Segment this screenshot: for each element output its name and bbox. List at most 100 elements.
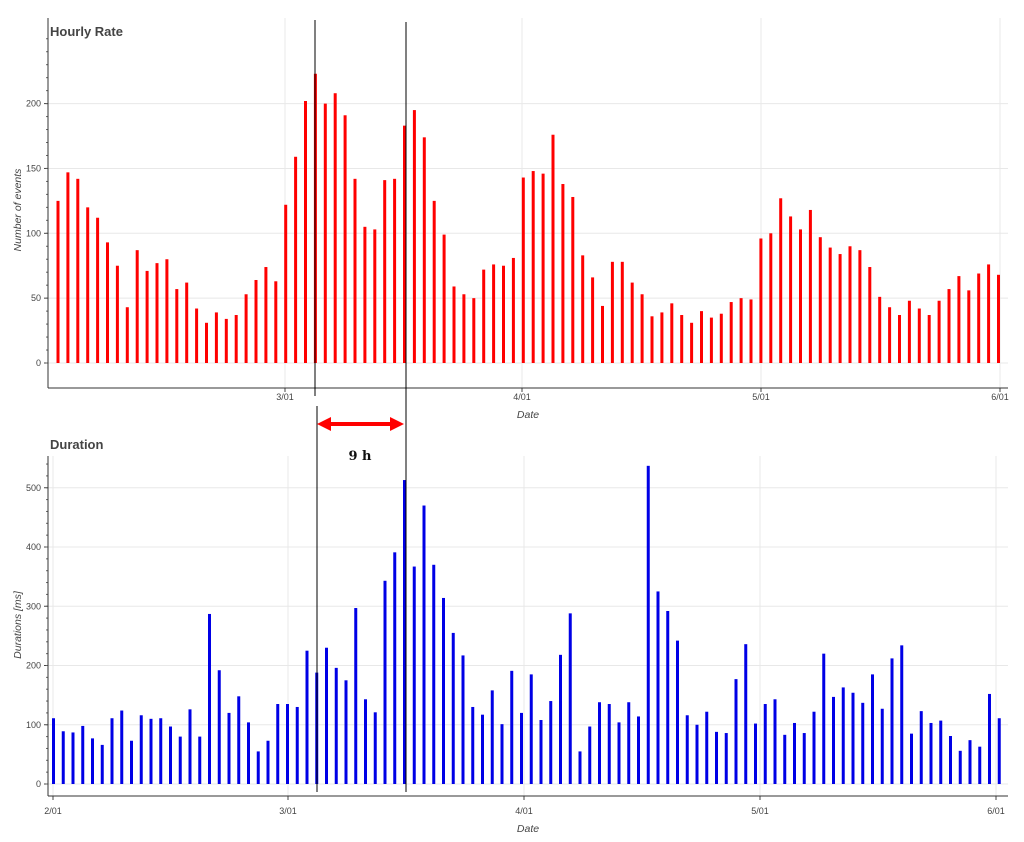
duration-bar bbox=[393, 552, 397, 784]
hourly-rate-bar bbox=[155, 263, 159, 363]
hourly-rate-ytick-label: 100 bbox=[26, 228, 41, 238]
duration-chart: Duration 0 100 200 300 400 500 2/01 3/01 4/01 5/0… bbox=[12, 437, 1008, 835]
duration-bar bbox=[968, 740, 972, 784]
duration-bar bbox=[422, 505, 426, 784]
hourly-rate-bar bbox=[165, 259, 169, 363]
hourly-rate-bar bbox=[244, 294, 248, 363]
duration-bar bbox=[403, 480, 406, 784]
hourly-rate-bar bbox=[274, 281, 278, 363]
duration-bar bbox=[383, 580, 387, 784]
duration-bar bbox=[997, 718, 1001, 784]
duration-bar bbox=[958, 750, 962, 784]
hourly-rate-bar bbox=[868, 267, 872, 363]
hourly-rate-bar bbox=[264, 267, 268, 363]
duration-bar bbox=[188, 709, 192, 784]
hourly-rate-bar bbox=[56, 200, 60, 363]
duration-bar bbox=[793, 722, 796, 784]
hourly-rate-bar bbox=[393, 178, 397, 363]
hourly-rate-bar bbox=[502, 265, 505, 363]
annotation-arrow-left-head bbox=[317, 417, 331, 431]
duration-bar bbox=[783, 734, 787, 784]
duration-bar bbox=[276, 704, 280, 784]
duration-bar bbox=[578, 751, 582, 784]
hourly-rate-bar bbox=[927, 315, 931, 363]
duration-bar bbox=[588, 726, 592, 784]
duration-bar bbox=[247, 722, 250, 784]
duration-grid bbox=[48, 456, 1008, 796]
hourly-rate-bar bbox=[452, 286, 456, 363]
hourly-rate-ytick-label: 150 bbox=[26, 163, 41, 173]
hourly-rate-bar bbox=[442, 234, 446, 363]
hourly-rate-bar bbox=[284, 204, 288, 363]
hourly-rate-bar bbox=[343, 115, 347, 363]
hourly-rate-bar bbox=[660, 312, 664, 363]
hourly-rate-bar bbox=[739, 298, 743, 363]
duration-bar bbox=[159, 718, 163, 784]
interval-annotation: 9 h bbox=[314, 20, 407, 792]
hourly-rate-axes: 0 50 100 150 200 3/01 4/01 5/01 6/01 bbox=[26, 18, 1009, 402]
annotation-label: 9 h bbox=[348, 449, 372, 464]
hourly-rate-bar bbox=[977, 273, 981, 363]
duration-bar bbox=[91, 738, 94, 784]
duration-bar bbox=[890, 658, 894, 784]
duration-bar bbox=[637, 716, 640, 784]
hourly-rate-title: Hourly Rate bbox=[50, 24, 123, 39]
hourly-rate-bar bbox=[383, 180, 387, 363]
duration-bar bbox=[130, 740, 133, 784]
duration-bar bbox=[880, 708, 884, 784]
duration-bar bbox=[178, 736, 182, 784]
hourly-rate-bar bbox=[610, 261, 614, 363]
duration-axes: 0 100 200 300 400 500 2/01 3/01 4/01 5/01 6/01 bbox=[26, 456, 1008, 816]
duration-ytick-label: 100 bbox=[26, 720, 41, 730]
duration-bar bbox=[929, 722, 933, 784]
duration-bar bbox=[139, 715, 143, 784]
hourly-rate-bar bbox=[591, 277, 595, 363]
hourly-rate-xtick-label: 6/01 bbox=[991, 392, 1009, 402]
hourly-rate-bar bbox=[808, 209, 812, 363]
duration-bars bbox=[52, 465, 1001, 784]
duration-bar bbox=[432, 564, 436, 784]
duration-bar bbox=[120, 710, 124, 784]
hourly-rate-chart: Hourly Rate 0 50 100 150 200 3/01 4/01 5/01 6/01… bbox=[12, 18, 1009, 421]
hourly-rate-bar bbox=[492, 264, 496, 363]
duration-bar bbox=[510, 670, 514, 784]
duration-bar bbox=[559, 654, 562, 784]
duration-bar bbox=[529, 674, 533, 784]
duration-bar bbox=[676, 640, 679, 784]
hourly-rate-bar bbox=[789, 216, 793, 363]
hourly-rate-bar bbox=[947, 289, 951, 363]
duration-bar bbox=[949, 736, 952, 784]
duration-bar bbox=[295, 706, 299, 784]
hourly-rate-bar bbox=[858, 250, 862, 363]
duration-bar bbox=[461, 655, 465, 784]
hourly-rate-bar bbox=[66, 172, 70, 363]
duration-bar bbox=[919, 711, 923, 784]
duration-bar bbox=[539, 720, 543, 784]
duration-bar bbox=[851, 692, 855, 784]
duration-ytick-label: 300 bbox=[26, 601, 41, 611]
duration-bar bbox=[646, 465, 650, 784]
hourly-rate-ytick-label: 200 bbox=[26, 99, 41, 109]
hourly-rate-bar bbox=[432, 200, 436, 363]
hourly-rate-bar bbox=[620, 261, 624, 363]
duration-bar bbox=[802, 733, 806, 784]
hourly-rate-bar bbox=[531, 171, 535, 363]
hourly-rate-bar bbox=[997, 274, 1000, 363]
hourly-rate-bar bbox=[521, 177, 525, 363]
duration-bar bbox=[256, 751, 260, 784]
duration-bar bbox=[666, 610, 670, 784]
duration-bar bbox=[988, 693, 991, 784]
duration-bar bbox=[812, 711, 816, 784]
duration-bar bbox=[832, 696, 835, 784]
hourly-rate-bar bbox=[690, 322, 694, 363]
hourly-rate-bar bbox=[462, 294, 466, 363]
duration-bar bbox=[939, 720, 943, 784]
duration-bar bbox=[305, 650, 309, 784]
duration-bar bbox=[724, 733, 728, 784]
hourly-rate-bar bbox=[650, 316, 654, 363]
duration-ytick-label: 200 bbox=[26, 661, 41, 671]
hourly-rate-bar bbox=[145, 270, 149, 363]
duration-ytick-label: 0 bbox=[36, 779, 41, 789]
hourly-rate-bar bbox=[700, 311, 703, 363]
